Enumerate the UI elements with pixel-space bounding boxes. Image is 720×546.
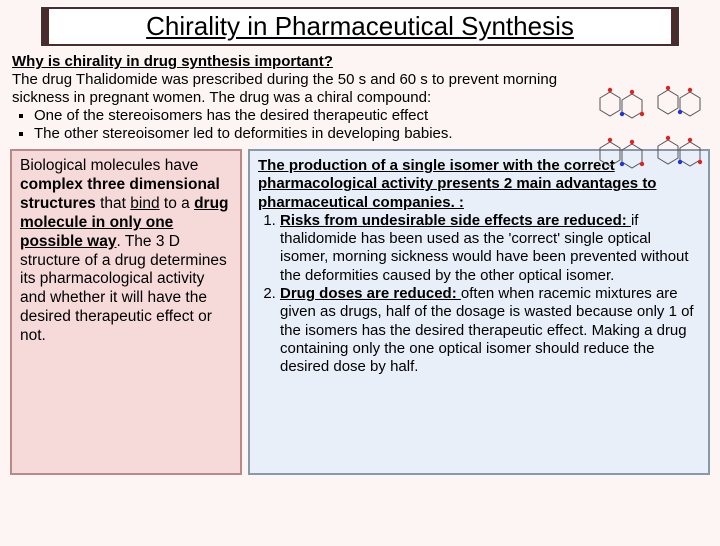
right-panel: The production of a single isomer with t… [248,149,710,475]
right-list-item: Drug doses are reduced: often when racem… [280,285,700,376]
intro-question: Why is chirality in drug synthesis impor… [12,53,708,71]
left-text: that [96,195,130,212]
intro-section: Why is chirality in drug synthesis impor… [0,53,720,147]
intro-bullets: One of the stereoisomers has the desired… [12,107,582,143]
intro-bullet: One of the stereoisomers has the desired… [34,107,582,125]
columns: Biological molecules have complex three … [0,147,720,483]
item-label: Drug doses are reduced: [280,285,461,302]
intro-bullet: The other stereoisomer led to deformitie… [34,125,582,143]
left-text: to a [160,195,194,212]
title-bar: Chirality in Pharmaceutical Synthesis [40,6,680,47]
intro-paragraph: The drug Thalidomide was prescribed duri… [12,71,572,107]
left-text: Biological molecules have [20,157,198,174]
right-list: Risks from undesirable side effects are … [258,212,700,377]
item-label: Risks from undesirable side effects are … [280,212,631,229]
right-list-item: Risks from undesirable side effects are … [280,212,700,285]
page-title: Chirality in Pharmaceutical Synthesis [49,9,671,44]
left-text-underline: bind [130,195,159,212]
left-panel: Biological molecules have complex three … [10,149,242,475]
